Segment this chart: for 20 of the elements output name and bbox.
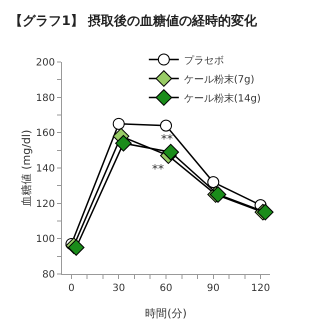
x-tick-label: 30 — [112, 283, 126, 294]
legend-label: ケール粉末(7g) — [184, 73, 254, 86]
x-tick-label: 120 — [251, 283, 270, 294]
legend-label: ケール粉末(14g) — [184, 92, 261, 104]
legend-label: プラセボ — [184, 54, 224, 66]
y-axis-title: 血糖値 (mg/dl) — [20, 130, 33, 206]
y-tick-label: 160 — [36, 128, 55, 140]
y-tick-label: 80 — [42, 270, 55, 280]
x-tick-label: 90 — [206, 283, 220, 294]
annotation: ** — [161, 132, 173, 146]
annotation: ** — [152, 162, 164, 176]
y-tick-label: 140 — [36, 164, 55, 174]
y-tick-label: 200 — [36, 58, 55, 68]
y-tick-label: 180 — [36, 92, 55, 104]
x-axis-title: 時間(分) — [145, 307, 187, 320]
chart-title: 【グラフ1】 摂取後の血糖値の経時的変化 — [10, 13, 258, 30]
y-tick-label: 120 — [36, 198, 55, 210]
y-tick-label: 100 — [36, 234, 55, 246]
x-tick-label: 0 — [68, 283, 75, 294]
x-tick-label: 60 — [160, 283, 172, 294]
